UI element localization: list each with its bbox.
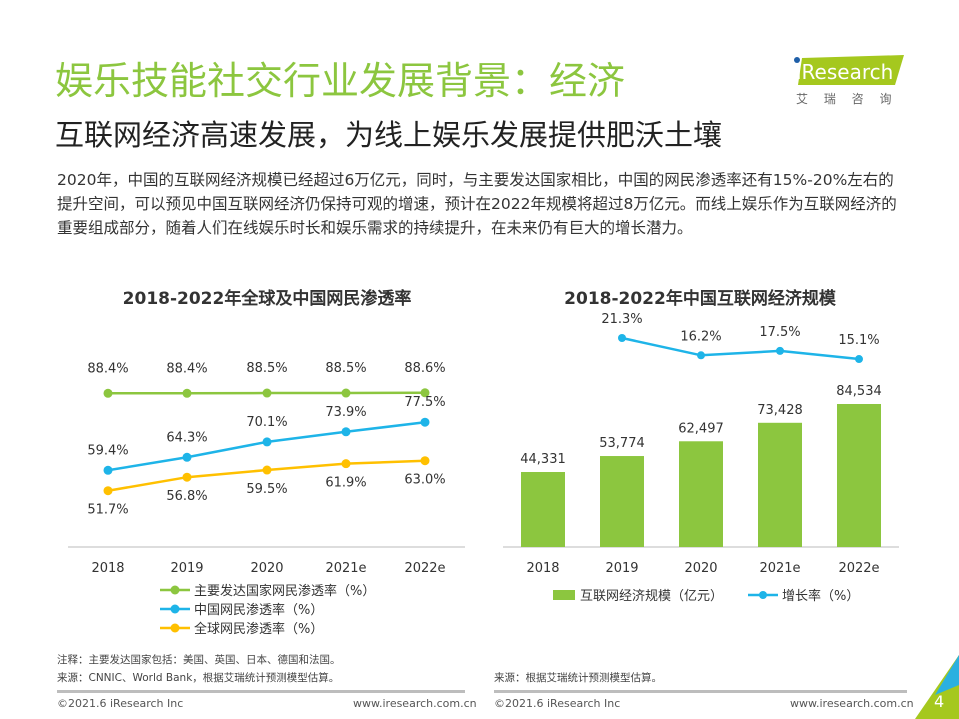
data-point (420, 456, 430, 466)
source-left: 来源：CNNIC、World Bank，根据艾瑞统计预测模型估算。 (57, 672, 340, 684)
body-text: 2020年，中国的互联网经济规模已经超过6万亿元，同时，与主要发达国家相比，中国… (57, 171, 897, 237)
growth-label: 17.5% (759, 325, 800, 340)
legend-marker (170, 604, 180, 614)
corner-decoration (915, 655, 959, 719)
data-label: 73.9% (325, 405, 366, 420)
data-point (182, 472, 192, 482)
data-label: 61.9% (325, 476, 366, 491)
legend-label: 全球网民渗透率（%） (194, 621, 323, 637)
legend-label: 中国网民渗透率（%） (194, 602, 323, 618)
bar (521, 472, 565, 547)
data-point (103, 486, 113, 496)
growth-point (855, 355, 863, 364)
x-tick-label: 2022e (404, 561, 445, 576)
legend-marker (759, 591, 767, 599)
data-label: 88.5% (246, 361, 287, 376)
data-point (182, 388, 192, 398)
growth-label: 15.1% (838, 333, 879, 348)
x-tick-label: 2021e (759, 561, 800, 576)
data-label: 59.4% (87, 443, 128, 458)
data-point (103, 388, 113, 398)
website: www.iresearch.com.cn (353, 697, 477, 710)
x-tick-label: 2021e (325, 561, 366, 576)
growth-point (618, 334, 626, 342)
bar-label: 84,534 (836, 384, 882, 399)
copyright: ©2021.6 iResearch Inc (57, 697, 184, 710)
page-subtitle: 互联网经济高速发展，为线上娱乐发展提供肥沃土壤 (55, 118, 723, 152)
x-tick-label: 2020 (250, 561, 283, 576)
growth-label: 21.3% (601, 312, 642, 327)
data-label: 88.4% (166, 361, 207, 376)
data-label: 56.8% (166, 489, 207, 504)
legend-label: 主要发达国家网民渗透率（%） (194, 583, 375, 599)
x-tick-label: 2018 (91, 561, 124, 576)
data-label: 63.0% (404, 473, 445, 488)
legend-marker (170, 623, 180, 633)
source-right: 来源：根据艾瑞统计预测模型估算。 (494, 672, 662, 684)
x-tick-label: 2018 (526, 561, 559, 576)
data-point (262, 388, 272, 398)
note: 注释：主要发达国家包括：美国、英国、日本、德国和法国。 (57, 654, 341, 666)
page-title: 娱乐技能社交行业发展背景：经济 (55, 59, 626, 103)
bar-label: 73,428 (757, 403, 803, 418)
data-point (420, 388, 430, 398)
data-label: 70.1% (246, 415, 287, 430)
page-number: 4 (934, 692, 945, 711)
legend-marker (553, 590, 575, 600)
x-tick-label: 2020 (684, 561, 717, 576)
bar-label: 62,497 (678, 421, 724, 436)
data-label: 59.5% (246, 482, 287, 497)
data-label: 51.7% (87, 503, 128, 518)
bar (679, 441, 723, 547)
legend-label: 增长率（%） (782, 588, 859, 604)
website: www.iresearch.com.cn (790, 697, 914, 710)
data-label: 88.4% (87, 361, 128, 376)
bar-label: 44,331 (520, 452, 566, 467)
data-point (341, 388, 351, 398)
bar (837, 404, 881, 547)
legend-marker (170, 585, 180, 595)
data-point (262, 465, 272, 475)
bar (600, 456, 644, 547)
x-tick-label: 2022e (838, 561, 879, 576)
legend-label: 互联网经济规模（亿元） (580, 589, 723, 604)
iresearch-logo: iResearch 艾 瑞 咨 询 (792, 48, 912, 108)
data-point (262, 437, 272, 447)
data-point (341, 427, 351, 437)
bar (758, 422, 802, 547)
data-point (103, 465, 113, 475)
data-point (420, 417, 430, 427)
growth-line (621, 336, 860, 361)
data-label: 88.6% (404, 361, 445, 376)
divider (494, 690, 907, 693)
data-label: 88.5% (325, 361, 366, 376)
data-label: 64.3% (166, 430, 207, 445)
data-label: 77.5% (404, 395, 445, 410)
x-tick-label: 2019 (170, 561, 203, 576)
growth-point (776, 346, 784, 355)
x-tick-label: 2019 (605, 561, 638, 576)
growth-point (697, 351, 705, 360)
growth-label: 16.2% (680, 329, 721, 344)
chart-title-right: 2018-2022年中国互联网经济规模 (564, 289, 836, 309)
bar-label: 53,774 (599, 436, 645, 451)
chart-title-left: 2018-2022年全球及中国网民渗透率 (122, 289, 412, 309)
data-point (341, 459, 351, 469)
divider (57, 690, 465, 693)
data-point (182, 452, 192, 462)
copyright: ©2021.6 iResearch Inc (494, 697, 621, 710)
